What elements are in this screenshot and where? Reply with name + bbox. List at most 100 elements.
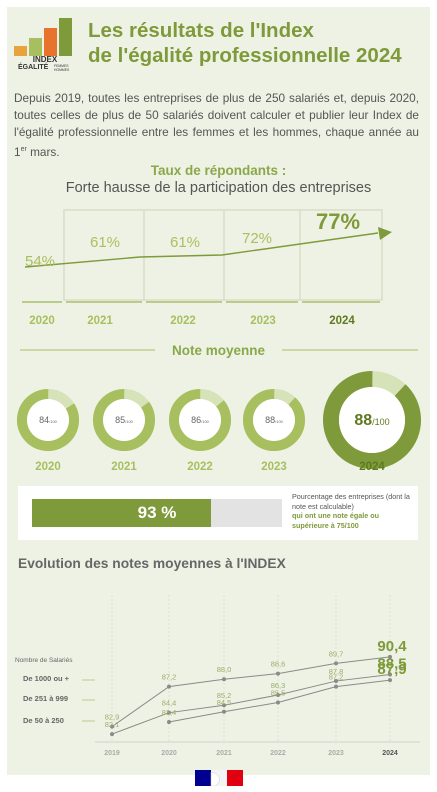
evolution-year-label: 2024 [382, 750, 398, 757]
intro-sup: er [20, 146, 27, 153]
evolution-point [167, 684, 171, 689]
evolution-value-label: 84,4 [162, 699, 177, 708]
donut-value-label: 85/100 [115, 415, 134, 425]
donut-value-label: 88/100 [354, 412, 389, 429]
participation-year-label: 2023 [250, 315, 276, 327]
donut-suffix: /100 [372, 417, 390, 427]
evolution-point [276, 671, 280, 676]
page-title-line-1: Les résultats de l'Index [88, 19, 314, 42]
evolution-point [334, 679, 338, 684]
evolution-point [222, 709, 226, 714]
evolution-value-label: 82,1 [105, 720, 120, 729]
participation-value-label: 77% [316, 209, 360, 234]
evolution-point [167, 719, 171, 724]
evolution-value-label: 87,2 [162, 673, 177, 682]
participation-frame [63, 209, 383, 301]
page-title-line-2: de l'égalité professionnelle 2024 [88, 44, 402, 67]
participation-value-label: 61% [170, 234, 200, 251]
share-progress-fill [32, 499, 211, 527]
share-above-75-box: 93 % Pourcentage des entreprises (dont l… [18, 486, 418, 540]
evolution-series-line [111, 674, 391, 735]
donut-value: 88 [354, 412, 372, 429]
evolution-value-label: 86,3 [271, 681, 286, 690]
share-description-line-2: qui ont une note égale ou supérieure à 7… [292, 511, 380, 530]
evolution-year-label: 2022 [270, 750, 286, 757]
evolution-value-label: 87,8 [329, 667, 344, 676]
marianne-profile [210, 771, 220, 786]
evolution-point [276, 700, 280, 705]
evolution-year-label: 2020 [161, 750, 177, 757]
note-moyenne-header [20, 349, 418, 351]
participation-arrowhead [378, 227, 392, 240]
evolution-value-label: 87,2 [329, 673, 344, 682]
donut-suffix: /100 [125, 419, 134, 424]
donut-year-label: 2021 [111, 461, 137, 473]
donut-value-label: 86/100 [191, 415, 210, 425]
donut-value: 85 [115, 415, 125, 425]
donut-fill [17, 389, 79, 451]
evolution-series-name: De 251 à 999 [23, 694, 68, 703]
evolution-series-line [111, 656, 391, 728]
evolution-point [388, 654, 392, 659]
evolution-value-label: 87,9 [377, 661, 406, 678]
evolution-value-label: 88,5 [377, 656, 406, 673]
participation-year-label: 2022 [170, 315, 196, 327]
participation-value-label: 61% [90, 234, 120, 251]
note-moyenne-title: Note moyenne [171, 343, 266, 358]
donut-year-label: 2022 [187, 461, 213, 473]
participation-value-label: 54% [25, 253, 55, 270]
flag-red-band [227, 770, 243, 786]
evolution-point [276, 693, 280, 698]
evolution-point [334, 684, 338, 689]
evolution-chart: Nombre de Salariés De 1000 ou + De 251 à 9… [15, 595, 420, 757]
donut-year-label: 2020 [35, 461, 61, 473]
evolution-value-label: 84,5 [217, 698, 232, 707]
participation-year-label: 2020 [29, 315, 55, 327]
page-title: Les résultats de l'Index de l'égalité pr… [88, 18, 418, 68]
evolution-year-label: 2021 [216, 750, 232, 757]
share-description-line-1: Pourcentage des entreprises (dont la not… [292, 492, 410, 511]
evolution-point [222, 703, 226, 708]
index-egalite-logo: INDEX ÉGALITÉ FEMMES HOMMES [14, 16, 76, 72]
evolution-value-label: 88,0 [217, 665, 232, 674]
participation-year-label: 2021 [87, 315, 113, 327]
participation-chart: 54% 61% 61% 72% 77% 2020 2021 2022 2023 2024 [22, 209, 392, 327]
participation-value-label: 72% [242, 230, 272, 247]
evolution-value-label: 90,4 [377, 638, 407, 655]
donut-value: 84 [39, 415, 49, 425]
logo-text-index: INDEX [32, 55, 58, 64]
evolution-value-label: 88,6 [271, 660, 286, 669]
evolution-point [334, 661, 338, 666]
evolution-value-label: 83,4 [162, 708, 177, 717]
evolution-year-label: 2023 [328, 750, 344, 757]
donut-value: 88 [265, 415, 275, 425]
evolution-point [388, 678, 392, 683]
donut-suffix: /100 [49, 419, 58, 424]
donut-center [179, 399, 221, 441]
donut-center [253, 399, 295, 441]
donut-center [103, 399, 145, 441]
logo-bar-4 [59, 18, 72, 56]
intro-text: Depuis 2019, toutes les entreprises de p… [14, 91, 419, 159]
evolution-point [222, 677, 226, 682]
donut-center [27, 399, 69, 441]
logo-bar-2 [29, 38, 42, 56]
evolution-title: Evolution des notes moyennes à l'INDEX [18, 556, 286, 571]
evolution-point [110, 732, 114, 737]
intro-paragraph: Depuis 2019, toutes les entreprises de p… [14, 90, 419, 161]
participation-title: Taux de répondants : [150, 163, 287, 178]
evolution-point [167, 710, 171, 715]
donut-fill [93, 389, 155, 451]
note-moyenne-donuts: 84/100 2020 85/100 2021 86/100 2022 88/100 2023… [17, 371, 421, 473]
donut-value: 86 [191, 415, 201, 425]
share-progress-value: 93 % [137, 503, 177, 522]
evolution-point [110, 724, 114, 729]
donut-value-label: 84/100 [39, 415, 58, 425]
evolution-legend-title: Nombre de Salariés [15, 657, 73, 664]
evolution-year-label: 2019 [104, 750, 120, 757]
donut-suffix: /100 [201, 419, 210, 424]
intro-text-end: mars. [26, 144, 60, 159]
logo-text-egalite: ÉGALITÉ [18, 64, 49, 71]
logo-text-femmes-hommes: FEMMES HOMMES [54, 64, 70, 72]
evolution-value-label: 85,2 [217, 691, 232, 700]
